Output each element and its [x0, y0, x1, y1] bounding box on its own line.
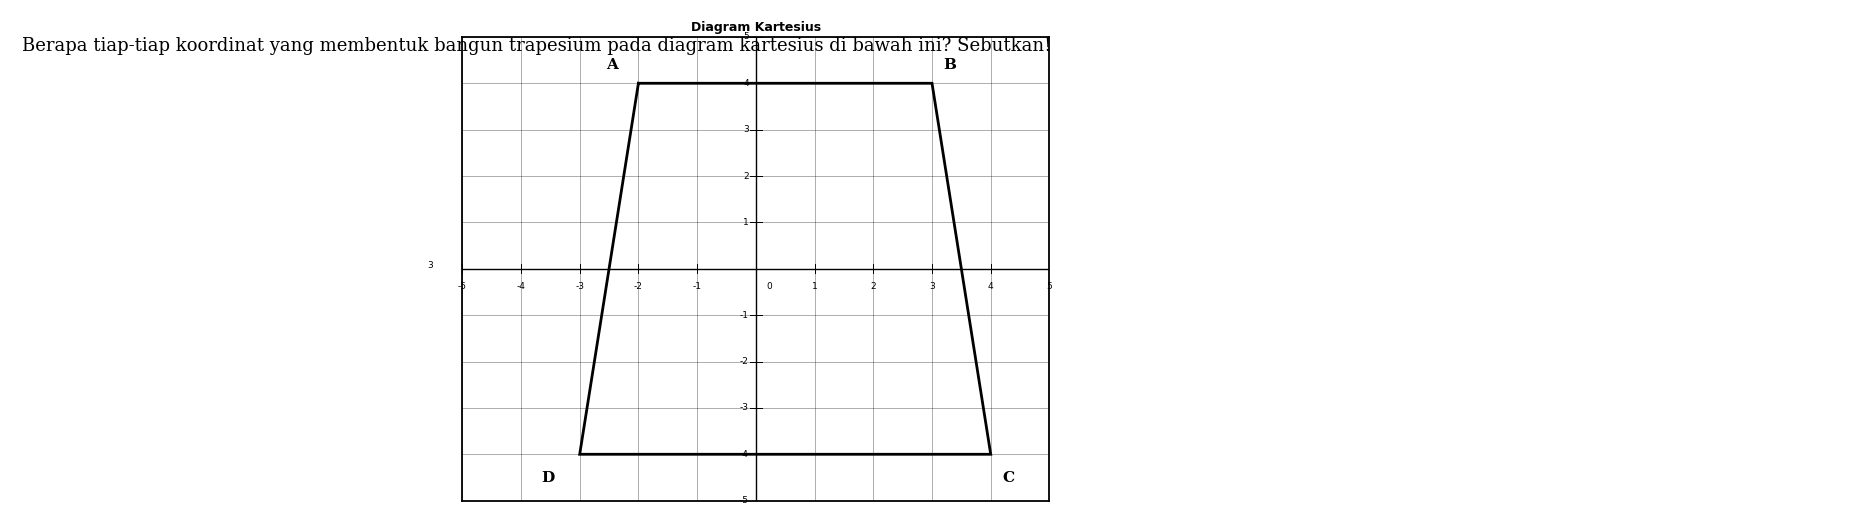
- Text: 4: 4: [988, 282, 994, 291]
- Text: 2: 2: [870, 282, 876, 291]
- Text: 5: 5: [744, 32, 749, 42]
- Text: B: B: [943, 58, 956, 72]
- Text: 2: 2: [744, 171, 749, 181]
- Text: D: D: [542, 471, 555, 485]
- Text: -4: -4: [516, 282, 526, 291]
- Text: 1: 1: [744, 218, 749, 227]
- Text: 1: 1: [811, 282, 818, 291]
- Title: Diagram Kartesius: Diagram Kartesius: [692, 21, 820, 34]
- Text: C: C: [1003, 471, 1014, 485]
- Text: -5: -5: [459, 282, 466, 291]
- Text: 4: 4: [744, 79, 749, 88]
- Text: A: A: [606, 58, 619, 72]
- Text: 3: 3: [928, 282, 936, 291]
- Text: -4: -4: [740, 450, 749, 459]
- Text: 0: 0: [766, 282, 772, 291]
- Text: -3: -3: [576, 282, 583, 291]
- Text: -3: -3: [740, 403, 749, 413]
- Text: -2: -2: [740, 357, 749, 366]
- Text: -2: -2: [634, 282, 643, 291]
- Text: 3: 3: [427, 260, 432, 269]
- Text: -5: -5: [740, 496, 749, 505]
- Text: 3: 3: [744, 125, 749, 134]
- Text: 5: 5: [1046, 282, 1053, 291]
- Text: -1: -1: [740, 310, 749, 320]
- Text: Berapa tiap-tiap koordinat yang membentuk bangun trapesium pada diagram kartesiu: Berapa tiap-tiap koordinat yang membentu…: [22, 37, 1051, 55]
- Text: -1: -1: [693, 282, 701, 291]
